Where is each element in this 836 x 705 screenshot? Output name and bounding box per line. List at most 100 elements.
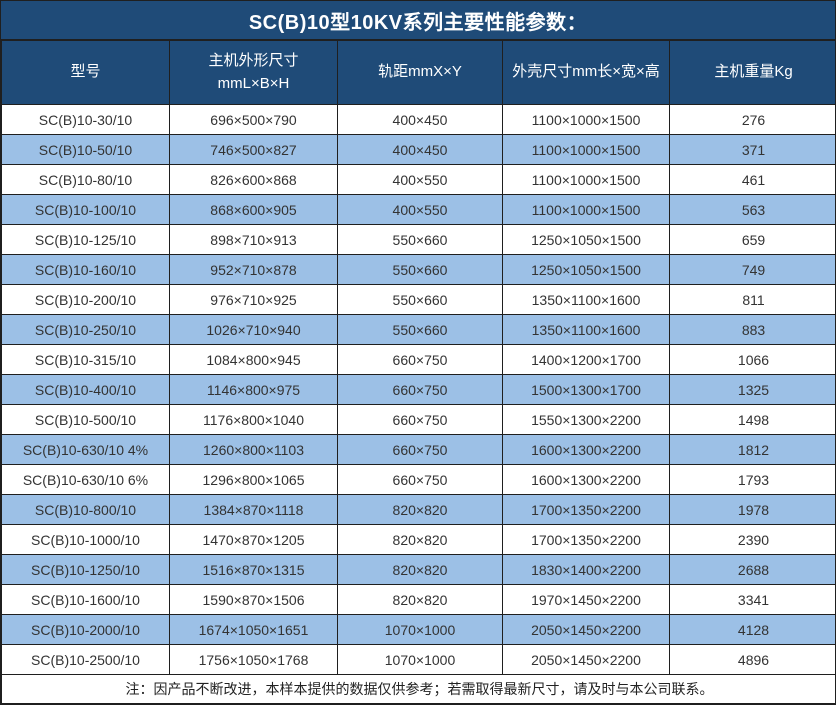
table-cell: 1500×1300×1700: [502, 374, 670, 405]
table-cell: SC(B)10-1000/10: [1, 524, 170, 555]
table-cell: SC(B)10-500/10: [1, 404, 170, 435]
table-cell: 746×500×827: [169, 134, 338, 165]
table-cell: SC(B)10-80/10: [1, 164, 170, 195]
table-cell: 820×820: [337, 554, 503, 585]
table-cell: 883: [669, 314, 835, 345]
table-cell: 4128: [669, 614, 835, 645]
footnote: 注：因产品不断改进，本样本提供的数据仅供参考；若需取得最新尺寸，请及时与本公司联…: [1, 674, 835, 704]
table-cell: SC(B)10-125/10: [1, 224, 170, 255]
table-cell: 371: [669, 134, 835, 165]
table-cell: 898×710×913: [169, 224, 338, 255]
table-cell: 276: [669, 104, 835, 135]
table-cell: SC(B)10-50/10: [1, 134, 170, 165]
table-cell: 2050×1450×2200: [502, 614, 670, 645]
table-row: SC(B)10-800/10 1384×870×1118 820×820 1700×1…: [1, 494, 835, 525]
table-footer: 注：因产品不断改进，本样本提供的数据仅供参考；若需取得最新尺寸，请及时与本公司联…: [1, 674, 835, 704]
table-row: SC(B)10-2000/10 1674×1050×1651 1070×1000 20…: [1, 614, 835, 645]
column-header-label: 主机重量Kg: [714, 63, 793, 81]
table-cell: 952×710×878: [169, 254, 338, 285]
table-cell: 1498: [669, 404, 835, 435]
table-cell: 1146×800×975: [169, 374, 338, 405]
table-cell: 1296×800×1065: [169, 464, 338, 495]
table-cell: 820×820: [337, 584, 503, 615]
table-cell: 1793: [669, 464, 835, 495]
table-cell: 1700×1350×2200: [502, 524, 670, 555]
table-cell: 1756×1050×1768: [169, 644, 338, 675]
table-cell: 1100×1000×1500: [502, 134, 670, 165]
table-cell: 3341: [669, 584, 835, 615]
table-cell: SC(B)10-100/10: [1, 194, 170, 225]
table-cell: 1812: [669, 434, 835, 465]
column-header-sublabel: mmL×B×H: [217, 74, 290, 92]
table-cell: 400×450: [337, 104, 503, 135]
table-cell: 1516×870×1315: [169, 554, 338, 585]
table-cell: 660×750: [337, 374, 503, 405]
table-cell: 1026×710×940: [169, 314, 338, 345]
spec-table: 型号 主机外形尺寸 mmL×B×H 轨距mmX×Y 外壳尺寸mm长×宽×高 主机…: [1, 40, 835, 704]
table-cell: SC(B)10-2000/10: [1, 614, 170, 645]
table-cell: 2050×1450×2200: [502, 644, 670, 675]
table-cell: 1384×870×1118: [169, 494, 338, 525]
table-cell: 1100×1000×1500: [502, 104, 670, 135]
table-row: SC(B)10-160/10 952×710×878 550×660 1250×105…: [1, 254, 835, 285]
table-cell: SC(B)10-2500/10: [1, 644, 170, 675]
table-cell: 1550×1300×2200: [502, 404, 670, 435]
table-cell: SC(B)10-630/10 4%: [1, 434, 170, 465]
column-header-label: 型号: [70, 63, 101, 81]
table-cell: 461: [669, 164, 835, 195]
table-cell: SC(B)10-30/10: [1, 104, 170, 135]
table-cell: 659: [669, 224, 835, 255]
table-cell: SC(B)10-315/10: [1, 344, 170, 375]
table-cell: SC(B)10-1250/10: [1, 554, 170, 585]
table-cell: 660×750: [337, 434, 503, 465]
table-cell: 400×550: [337, 164, 503, 195]
table-cell: SC(B)10-200/10: [1, 284, 170, 315]
table-row: SC(B)10-200/10 976×710×925 550×660 1350×110…: [1, 284, 835, 315]
table-cell: 550×660: [337, 224, 503, 255]
table-cell: 1674×1050×1651: [169, 614, 338, 645]
column-header-weight: 主机重量Kg: [669, 40, 835, 105]
table-cell: 550×660: [337, 314, 503, 345]
table-row: SC(B)10-125/10 898×710×913 550×660 1250×105…: [1, 224, 835, 255]
table-cell: 1070×1000: [337, 614, 503, 645]
table-row: SC(B)10-250/10 1026×710×940 550×660 1350×11…: [1, 314, 835, 345]
table-cell: SC(B)10-250/10: [1, 314, 170, 345]
table-cell: SC(B)10-400/10: [1, 374, 170, 405]
table-cell: 550×660: [337, 284, 503, 315]
footnote-row: 注：因产品不断改进，本样本提供的数据仅供参考；若需取得最新尺寸，请及时与本公司联…: [1, 674, 835, 704]
table-row: SC(B)10-1250/10 1516×870×1315 820×820 1830×…: [1, 554, 835, 585]
table-cell: 826×600×868: [169, 164, 338, 195]
table-cell: 1100×1000×1500: [502, 164, 670, 195]
table-cell: 1600×1300×2200: [502, 464, 670, 495]
table-cell: 811: [669, 284, 835, 315]
table-cell: 660×750: [337, 464, 503, 495]
table-cell: SC(B)10-1600/10: [1, 584, 170, 615]
table-cell: 1590×870×1506: [169, 584, 338, 615]
table-cell: 868×600×905: [169, 194, 338, 225]
table-cell: 1066: [669, 344, 835, 375]
table-cell: 1400×1200×1700: [502, 344, 670, 375]
table-row: SC(B)10-500/10 1176×800×1040 660×750 1550×1…: [1, 404, 835, 435]
table-cell: 1100×1000×1500: [502, 194, 670, 225]
column-header-label: 外壳尺寸mm长×宽×高: [512, 63, 660, 81]
table-row: SC(B)10-30/10 696×500×790 400×450 1100×1000…: [1, 104, 835, 135]
table-cell: 1260×800×1103: [169, 434, 338, 465]
column-header-model: 型号: [1, 40, 170, 105]
table-cell: 1325: [669, 374, 835, 405]
table-cell: 1084×800×945: [169, 344, 338, 375]
table-row: SC(B)10-1000/10 1470×870×1205 820×820 1700×…: [1, 524, 835, 555]
table-cell: 660×750: [337, 404, 503, 435]
table-row: SC(B)10-630/10 6% 1296×800×1065 660×750 160…: [1, 464, 835, 495]
table-cell: 1350×1100×1600: [502, 314, 670, 345]
table-header: 型号 主机外形尺寸 mmL×B×H 轨距mmX×Y 外壳尺寸mm长×宽×高 主机…: [1, 40, 835, 105]
table-cell: 1470×870×1205: [169, 524, 338, 555]
table-row: SC(B)10-80/10 826×600×868 400×550 1100×1000…: [1, 164, 835, 195]
table-row: SC(B)10-1600/10 1590×870×1506 820×820 1970×…: [1, 584, 835, 615]
table-cell: 696×500×790: [169, 104, 338, 135]
table-cell: 1250×1050×1500: [502, 224, 670, 255]
column-header-rail-gauge: 轨距mmX×Y: [337, 40, 503, 105]
table-cell: 820×820: [337, 494, 503, 525]
table-cell: 660×750: [337, 344, 503, 375]
table-cell: 1978: [669, 494, 835, 525]
table-cell: 563: [669, 194, 835, 225]
